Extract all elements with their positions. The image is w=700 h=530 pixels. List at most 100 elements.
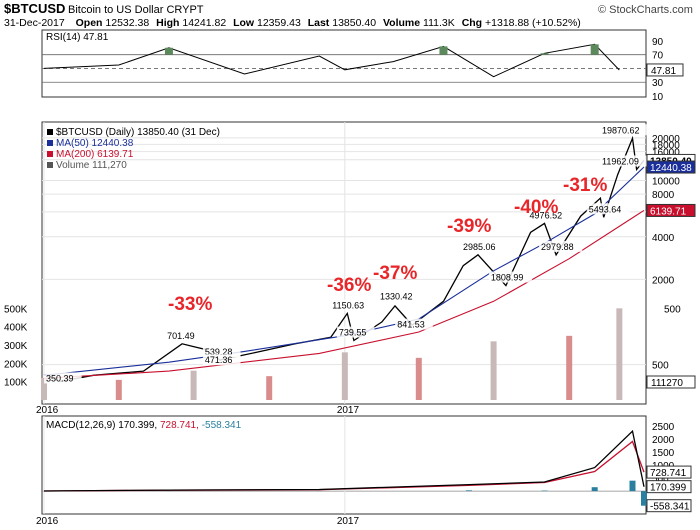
- annotation-bg: [527, 209, 571, 221]
- volume-tick: 400K: [4, 323, 28, 334]
- rsi-line: [43, 43, 620, 78]
- price-annotation: 471.36: [205, 355, 233, 365]
- volume-bar: [341, 352, 348, 400]
- volume-last-label: 111270: [651, 378, 683, 389]
- rsi-panel: [41, 29, 647, 98]
- rsi-tick: 70: [652, 51, 664, 62]
- price-tick: 8000: [652, 190, 675, 201]
- price-annotation: 539.28: [205, 347, 233, 357]
- rsi-tick: 10: [652, 92, 664, 103]
- macd-tick: 1500: [652, 448, 675, 459]
- rsi-tick: 30: [652, 78, 664, 89]
- legend-swatch: [47, 162, 53, 168]
- grid-layer: [42, 54, 646, 514]
- price-annotation: 1330.42: [380, 291, 413, 301]
- macd-x-tick: 2017: [337, 516, 360, 527]
- legend-swatch: [47, 151, 53, 157]
- rsi-layer: [43, 43, 620, 78]
- drawdown-label: -36%: [327, 275, 371, 296]
- price-annotation: 841.53: [397, 320, 425, 330]
- price-annotation: 1808.99: [491, 273, 524, 283]
- annotation-bg: [600, 124, 649, 136]
- quote-line: 31-Dec-2017 Open 12532.38 High 14241.82 …: [4, 17, 581, 29]
- volume-last-flag: [646, 375, 696, 389]
- legend-entry: $BTCUSD (Daily) 13850.40 (31 Dec): [56, 127, 220, 138]
- volume-bar: [490, 341, 497, 400]
- macd-x-tick: 2016: [36, 516, 59, 527]
- volume-tick: 100K: [4, 378, 28, 389]
- price-annotation: 2979.88: [541, 242, 574, 252]
- macd-hist-bar: [629, 480, 636, 492]
- macd-hist-bar: [465, 490, 472, 492]
- price-annotation: 2985.06: [463, 242, 496, 252]
- rsi-legend: RSI(14) 47.81: [46, 32, 109, 43]
- drawdown-label: -31%: [563, 175, 607, 196]
- annotation-bg: [395, 318, 433, 330]
- volume-bar: [266, 376, 273, 400]
- macd-hist-bar: [591, 487, 598, 492]
- macd-hist-bar: [541, 490, 548, 492]
- macd-signal-line: [43, 440, 645, 492]
- price-value-flag: [646, 160, 696, 174]
- drawdown-label: -40%: [514, 197, 558, 218]
- annotation-bg: [202, 354, 241, 366]
- volume-bar: [41, 378, 47, 400]
- annotation-bg: [44, 372, 82, 384]
- macd-value-flag: [646, 499, 692, 513]
- rsi-last-label: 47.81: [651, 66, 676, 77]
- volume-bar: [415, 357, 422, 400]
- annotation-bg: [586, 203, 630, 215]
- macd-value-label: 728.741: [650, 468, 687, 479]
- x-tick: 2016: [36, 405, 59, 416]
- drawdown-label: -39%: [447, 216, 491, 237]
- price-annotation: 350.39: [46, 373, 74, 383]
- annotation-bg: [330, 299, 374, 311]
- watermark: © StockCharts.com: [598, 4, 693, 16]
- rsi-overbought-fill: [164, 47, 173, 55]
- legend-entry: Volume 111,270: [56, 160, 127, 171]
- volume-bars: [41, 308, 623, 400]
- volume-tick: 300K: [4, 341, 28, 352]
- macd-legend: MACD(12,26,9) 170.399, 728.741, -558.341: [46, 420, 242, 431]
- price-tick: 10000: [652, 176, 680, 187]
- rsi-overbought-fill: [590, 44, 599, 55]
- macd-tick: 2500: [652, 422, 675, 433]
- macd-value-label: 170.399: [650, 483, 687, 494]
- macd-line: [43, 429, 645, 492]
- series-ma-200-: [43, 209, 645, 379]
- macd-value-label: -558.341: [650, 502, 690, 513]
- symbol-label: $BTCUSD: [4, 1, 65, 16]
- volume-bar: [115, 379, 122, 400]
- price-annotation: 701.49: [167, 331, 195, 341]
- price-tick: 4000: [652, 233, 675, 244]
- macd-tick: 500: [652, 474, 669, 485]
- price-tick: 16000: [652, 148, 680, 159]
- instrument-name: Bitcoin to US Dollar CRYPT: [68, 4, 204, 16]
- price-value-label: 12440.38: [650, 163, 692, 174]
- volume-right-tick: 500: [664, 304, 681, 315]
- macd-layer: [41, 429, 647, 506]
- price-annotation: 5493.64: [589, 204, 622, 214]
- macd-legend-signal: 728.741,: [160, 420, 202, 431]
- price-annotation: 1150.63: [332, 300, 364, 310]
- legend-entry: MA(50) 12440.38: [56, 138, 134, 149]
- price-layer: [43, 135, 645, 383]
- price-tick: 500: [652, 361, 669, 372]
- macd-legend-name: MACD(12,26,9): [46, 420, 118, 431]
- rsi-last-flag: [646, 63, 684, 77]
- legend-swatch: [47, 140, 53, 146]
- price-tick: 2000: [652, 275, 675, 286]
- macd-tick: 2000: [652, 435, 675, 446]
- annotation-bg: [488, 271, 533, 283]
- legend-swatch: [47, 129, 53, 135]
- price-value-label: 6139.71: [650, 206, 687, 217]
- drawdown-label: -37%: [373, 263, 417, 284]
- price-annotation: 739.55: [339, 328, 367, 338]
- macd-legend-value: 170.399,: [118, 420, 160, 431]
- volume-tick: 200K: [4, 359, 28, 370]
- legend-entry: MA(200) 6139.71: [56, 149, 134, 160]
- x-tick: 2017: [337, 405, 360, 416]
- annotation-bg: [165, 329, 203, 341]
- volume-bar: [190, 370, 197, 400]
- annotation-bg: [600, 155, 649, 167]
